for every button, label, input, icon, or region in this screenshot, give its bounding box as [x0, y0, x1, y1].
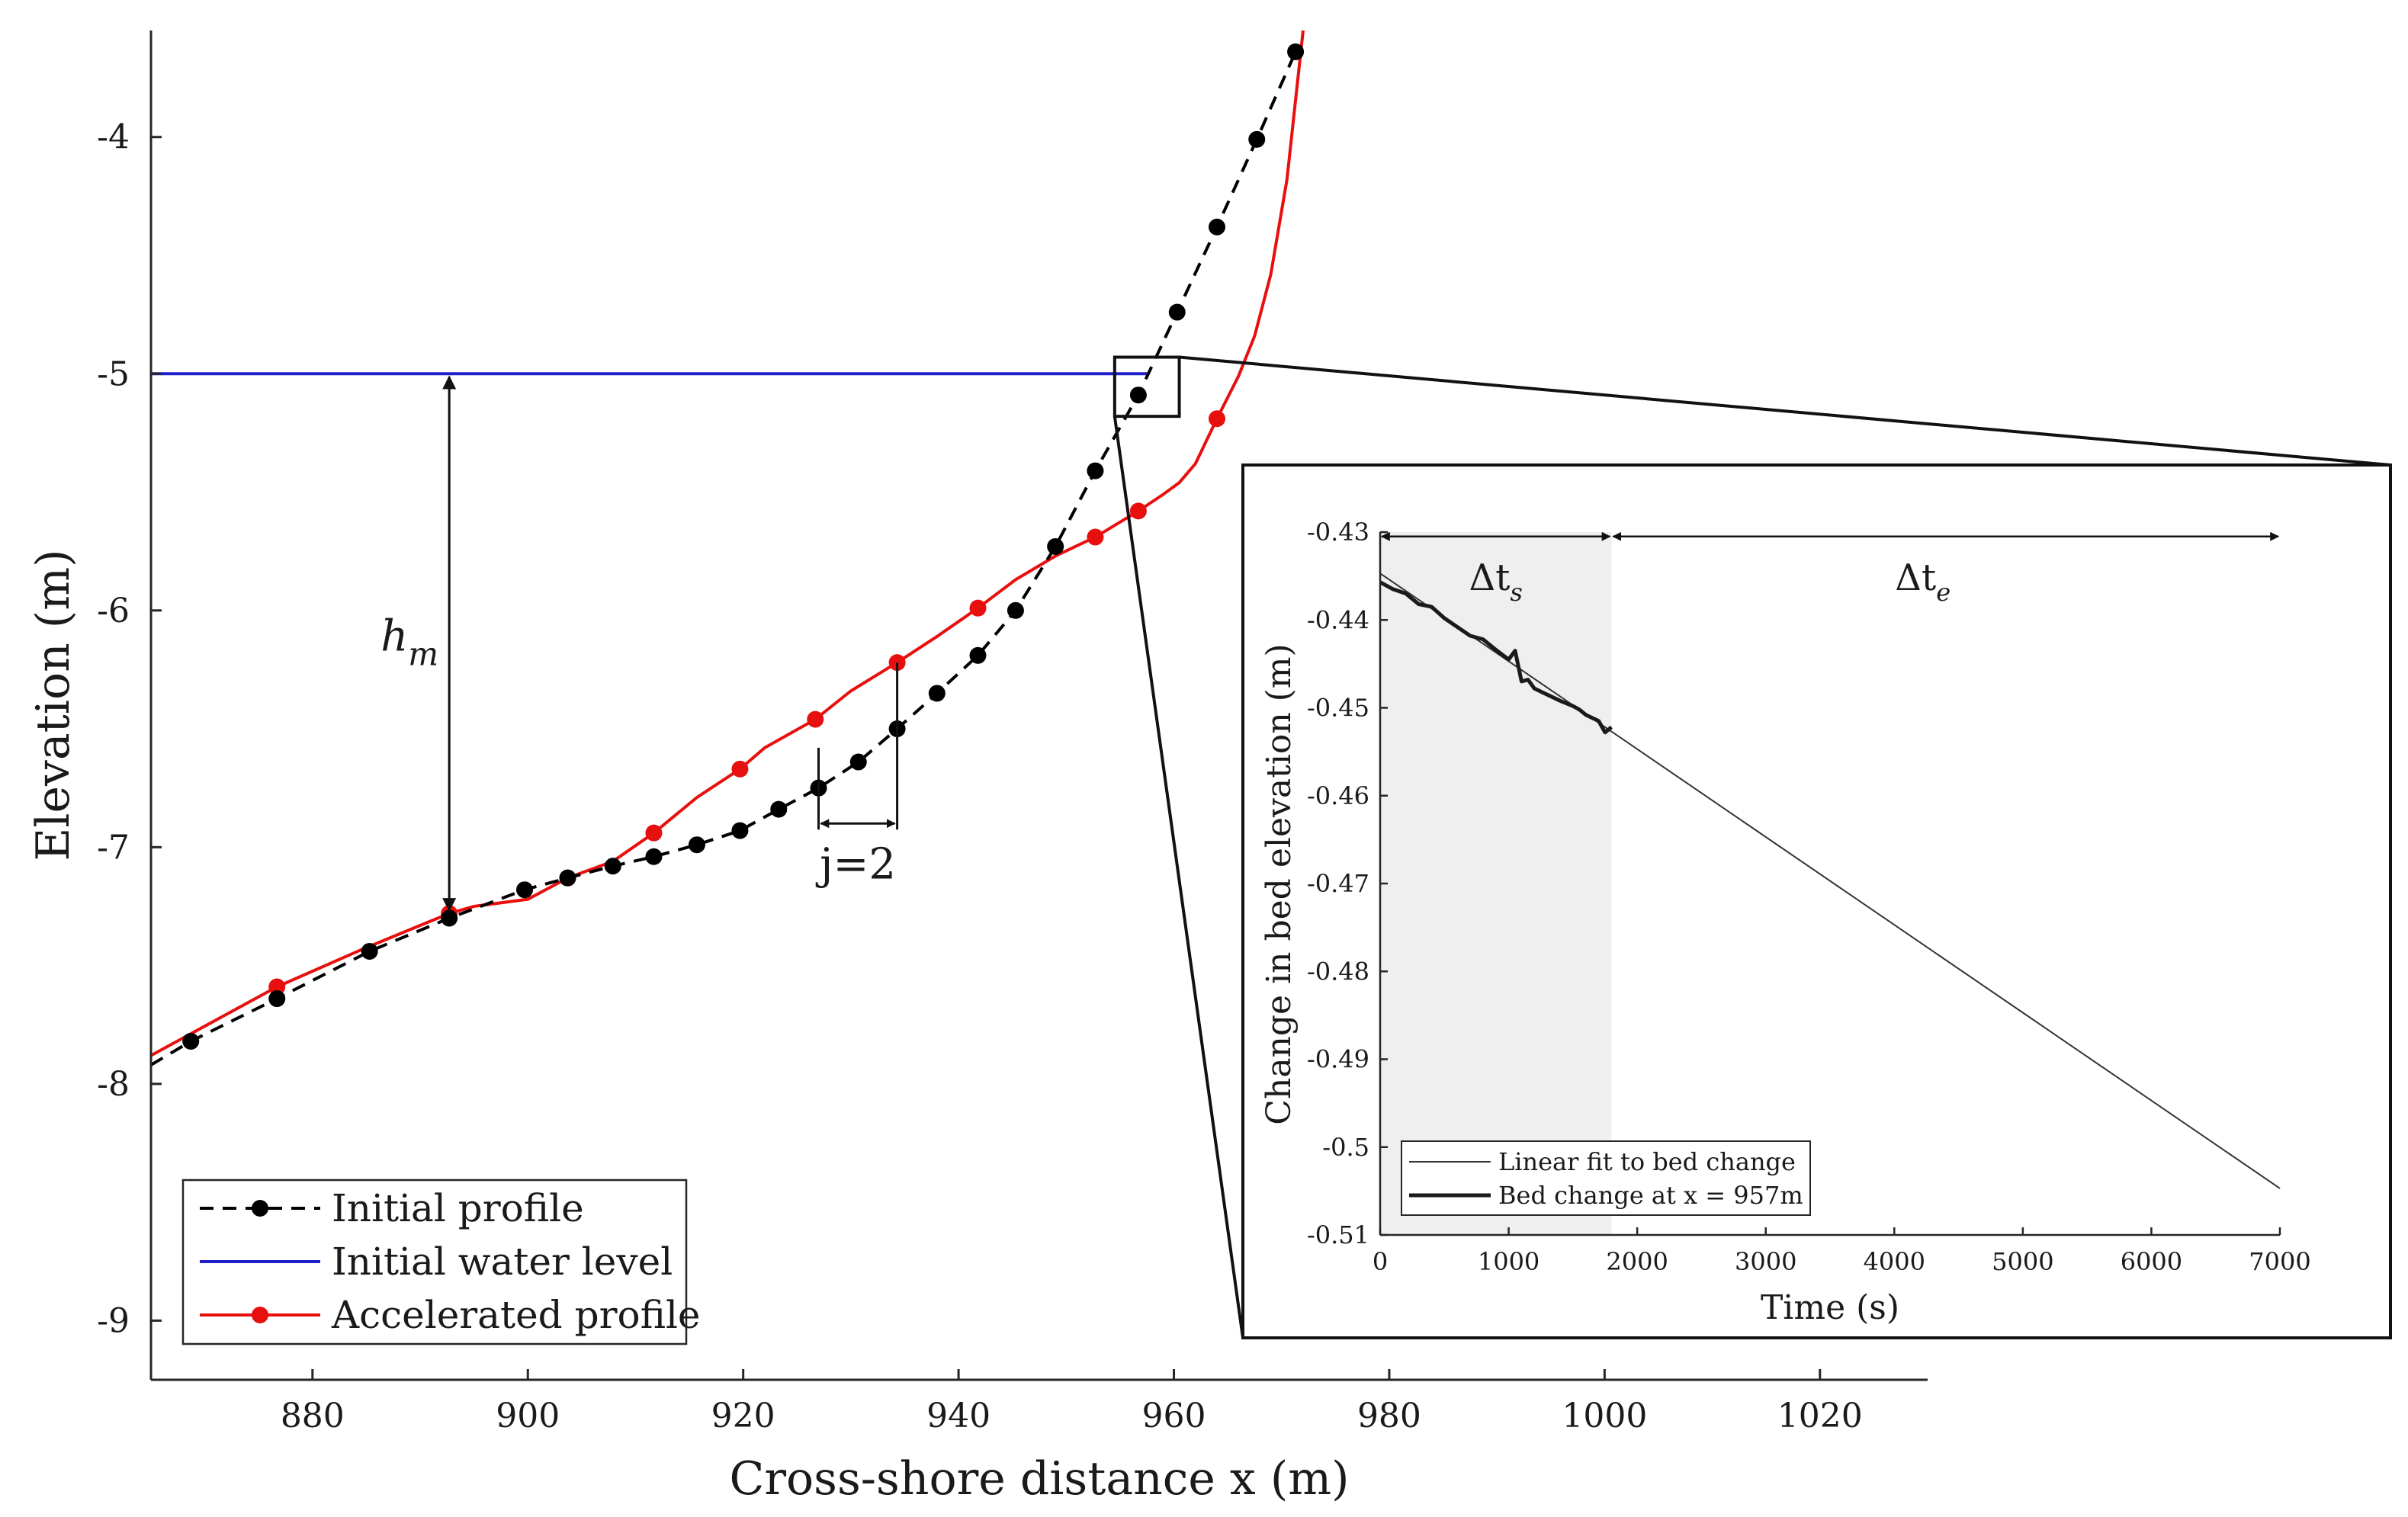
inset-y-tick-label: -0.5: [1322, 1133, 1369, 1162]
point-initial-profile: [770, 800, 788, 818]
main-x-tick-label: 900: [496, 1397, 560, 1435]
main-x-tick-label: 980: [1357, 1397, 1421, 1435]
point-accelerated-profile: [1087, 528, 1104, 546]
zoom-box: [1112, 355, 1181, 419]
inset-y-tick-label: -0.48: [1307, 957, 1369, 986]
main-x-tick-label: 940: [926, 1397, 990, 1435]
legend-label-initial-water-level: Initial water level: [332, 1240, 673, 1284]
dts-label: Δts: [1469, 556, 1523, 607]
main-y-tick-label: -9: [97, 1301, 130, 1340]
main-series-layer: [149, 30, 1305, 1066]
inset-legend-box: [1401, 1140, 1811, 1216]
inset-legend: Linear fit to bed change Bed change at x…: [1401, 1140, 1811, 1216]
inset-y-tick-label: -0.46: [1307, 781, 1369, 810]
point-initial-profile: [731, 822, 749, 839]
legend-marker-initial-profile: [252, 1200, 268, 1217]
zoom-connectors: [1112, 355, 2391, 1339]
inset-y-tick-label: -0.47: [1307, 869, 1369, 898]
inset-x-tick-label: 6000: [2121, 1247, 2182, 1276]
main-x-tick-label: 960: [1142, 1397, 1206, 1435]
point-initial-profile: [928, 685, 946, 702]
series-line-accelerated-profile: [150, 30, 1305, 1057]
legend-marker-accelerated-profile: [252, 1307, 268, 1323]
inset-y-tick-label: -0.51: [1307, 1220, 1369, 1249]
main-x-tick-label: 1000: [1562, 1397, 1647, 1435]
main-y-tick-label: -6: [97, 592, 130, 630]
inset-y-axis-label: Change in bed elevation (m): [1260, 643, 1299, 1124]
point-initial-profile: [559, 869, 576, 887]
point-initial-profile: [1209, 218, 1225, 236]
inset-x-axis-label: Time (s): [1761, 1288, 1899, 1327]
point-initial-profile: [645, 848, 663, 865]
legend-label-initial-profile: Initial profile: [332, 1186, 584, 1230]
point-initial-profile: [441, 909, 458, 927]
point-initial-profile: [1168, 303, 1186, 321]
main-chart: hm j=2 880 900 920 940 960 980 1000 1020 -9 -8 -7 -6…: [27, 30, 1928, 1506]
inset-x-tick-label: 7000: [2249, 1247, 2310, 1276]
inset-x-tick-label: 2000: [1606, 1247, 1668, 1276]
point-initial-profile: [182, 1032, 200, 1050]
main-y-axis-label: Elevation (m): [27, 549, 80, 861]
inset-x-tick-label: 0: [1373, 1247, 1388, 1276]
main-x-tick-label: 880: [281, 1397, 345, 1435]
main-y-tick-label: -5: [97, 354, 130, 393]
inset-chart: 0 1000 2000 3000 4000 5000 6000 7000 -0.51 -0.5 -0…: [1241, 463, 2392, 1339]
inset-y-tick-label: -0.49: [1307, 1045, 1369, 1074]
j-label: j=2: [815, 839, 896, 889]
point-initial-profile: [604, 858, 621, 875]
inset-y-tick-label: -0.43: [1307, 518, 1369, 547]
point-initial-profile: [969, 646, 987, 664]
main-annotation-layer: hm j=2: [380, 355, 1181, 912]
dte-label: Δte: [1895, 556, 1950, 607]
zoom-connector-top: [1179, 355, 2391, 467]
point-accelerated-profile: [1209, 410, 1225, 428]
series-line-bed-change: [1379, 580, 1613, 735]
hm-label: hm: [380, 612, 438, 673]
point-accelerated-profile: [807, 710, 824, 728]
point-initial-profile: [1007, 601, 1024, 619]
point-initial-profile: [849, 753, 867, 771]
inset-legend-label-bed-change: Bed change at x = 957m: [1498, 1181, 1803, 1210]
series-line-linear-fit: [1379, 572, 2281, 1189]
point-initial-profile: [688, 836, 705, 854]
point-accelerated-profile: [268, 978, 286, 996]
point-initial-profile: [1248, 130, 1266, 148]
main-x-tick-label: 920: [711, 1397, 775, 1435]
main-axes: [149, 30, 1928, 1381]
main-ticks: 880 900 920 940 960 980 1000 1020 -9 -8 -7 -6 -5 -4: [97, 118, 1863, 1435]
point-accelerated-profile: [969, 599, 987, 617]
inset-x-tick-label: 1000: [1478, 1247, 1540, 1276]
main-legend: Initial profile Initial water level Acce…: [181, 1179, 701, 1345]
inset-shaded-region-layer: [1380, 532, 1612, 1235]
inset-y-tick-label: -0.44: [1307, 605, 1369, 634]
zoom-connector-bottom: [1112, 415, 1244, 1339]
main-x-axis-label: Cross-shore distance x (m): [729, 1452, 1349, 1506]
legend-label-accelerated-profile: Accelerated profile: [331, 1293, 701, 1337]
inset-shaded-region: [1380, 532, 1612, 1235]
point-initial-profile: [1087, 462, 1104, 479]
point-accelerated-profile: [645, 824, 663, 842]
main-x-tick-label: 1020: [1777, 1397, 1863, 1435]
point-initial-profile: [516, 881, 534, 899]
point-accelerated-profile: [731, 760, 749, 778]
inset-x-tick-label: 5000: [1992, 1247, 2053, 1276]
main-y-tick-label: -4: [97, 118, 130, 157]
point-initial-profile: [268, 990, 286, 1008]
inset-legend-label-linear-fit: Linear fit to bed change: [1498, 1147, 1796, 1176]
inset-x-tick-label: 3000: [1735, 1247, 1796, 1276]
inset-x-tick-label: 4000: [1864, 1247, 1925, 1276]
series-line-initial-profile: [149, 51, 1297, 1066]
point-initial-profile: [1287, 43, 1305, 60]
inset-ticks: 0 1000 2000 3000 4000 5000 6000 7000 -0.51 -0.5 -0…: [1307, 518, 2311, 1276]
main-y-tick-label: -7: [97, 828, 130, 867]
inset-annotation-layer: Δts Δte: [1380, 531, 2280, 607]
point-initial-profile: [1129, 386, 1147, 404]
point-initial-profile: [1047, 537, 1064, 555]
main-y-tick-label: -8: [97, 1065, 130, 1104]
point-accelerated-profile: [1129, 502, 1147, 520]
point-initial-profile: [361, 942, 378, 960]
inset-series-layer: [1379, 572, 2281, 1189]
inset-y-tick-label: -0.45: [1307, 694, 1369, 723]
